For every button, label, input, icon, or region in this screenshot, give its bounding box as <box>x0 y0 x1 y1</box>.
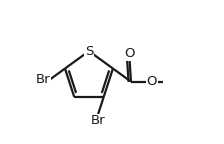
Text: O: O <box>124 47 135 60</box>
Text: O: O <box>147 75 157 88</box>
Text: Br: Br <box>91 114 105 127</box>
Text: S: S <box>85 45 93 58</box>
Text: Br: Br <box>36 73 51 86</box>
